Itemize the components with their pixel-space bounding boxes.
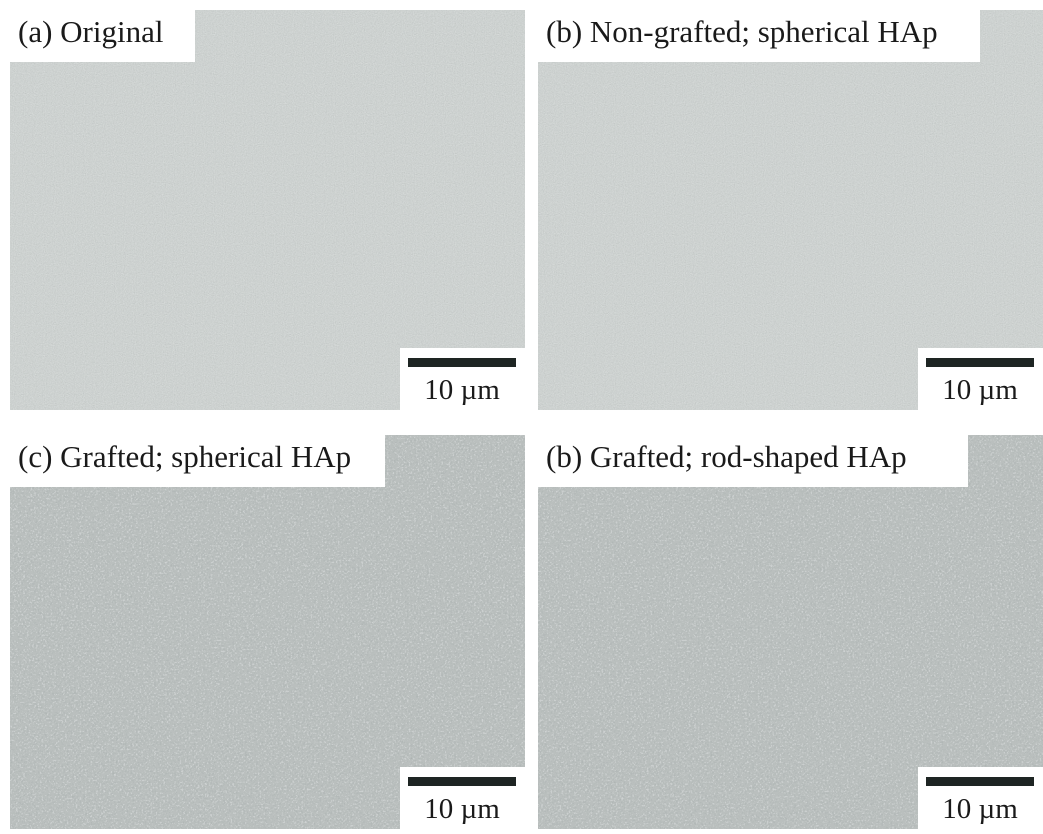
sem-panel: (b) Grafted; rod-shaped HAp 10 µm bbox=[528, 425, 1043, 829]
scale-label: 10 µm bbox=[424, 793, 500, 825]
scale-bar bbox=[926, 777, 1034, 786]
panel-label: (c) Grafted; spherical HAp bbox=[18, 439, 351, 474]
scale-bar bbox=[926, 358, 1034, 367]
sem-panel: (a) Original 10 µm bbox=[0, 0, 525, 410]
panel-label: (b) Non-grafted; spherical HAp bbox=[546, 14, 938, 49]
scale-bar bbox=[408, 358, 516, 367]
scale-label: 10 µm bbox=[424, 374, 500, 406]
sem-panel: (b) Non-grafted; spherical HAp 10 µm bbox=[528, 0, 1043, 410]
figure: (a) Original10 µm(b) Non-grafted; spheri… bbox=[0, 0, 1043, 829]
scale-label: 10 µm bbox=[942, 793, 1018, 825]
scale-label: 10 µm bbox=[942, 374, 1018, 406]
panel-label: (b) Grafted; rod-shaped HAp bbox=[546, 439, 907, 474]
sem-panel: (c) Grafted; spherical HAp 10 µm bbox=[0, 425, 525, 829]
scale-bar bbox=[408, 777, 516, 786]
panel-label: (a) Original bbox=[18, 14, 163, 49]
